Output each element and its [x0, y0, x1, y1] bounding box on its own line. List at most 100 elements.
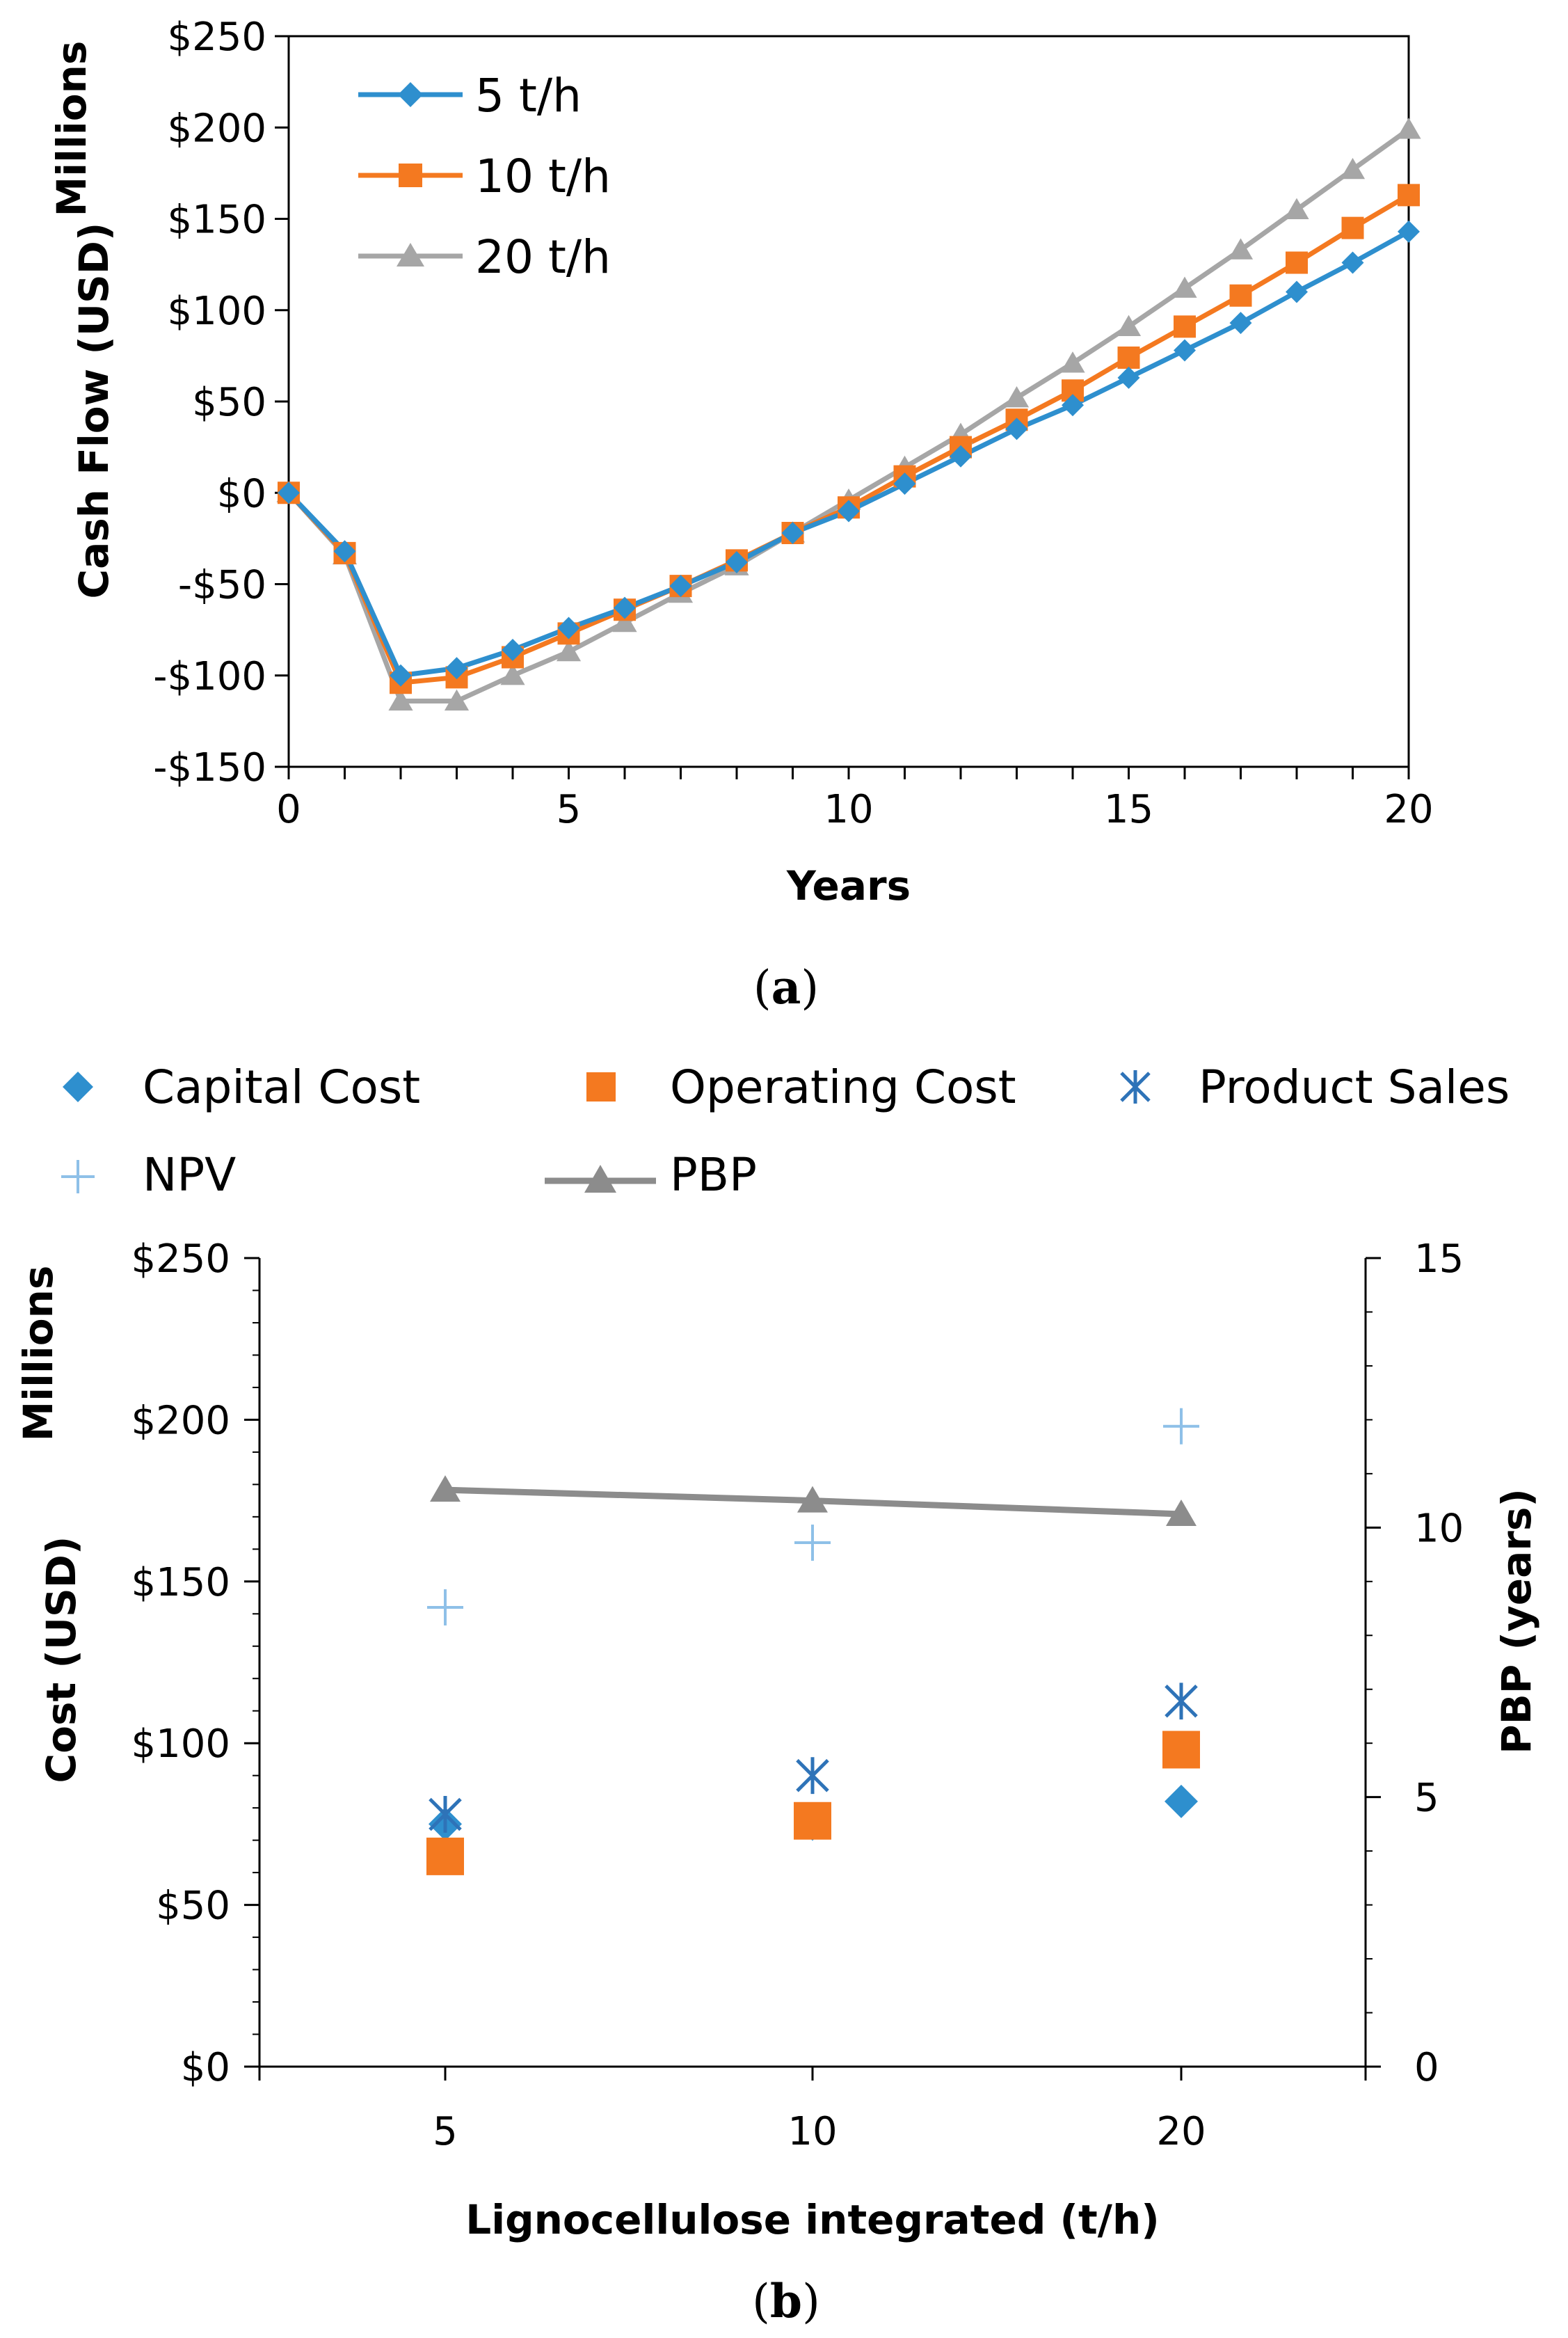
chart-a-data-point	[614, 596, 636, 619]
chart-a-y-tick-label: $200	[167, 106, 266, 151]
plus-icon	[61, 1160, 95, 1193]
chart-a-data-point	[612, 610, 637, 633]
square-icon	[586, 1072, 616, 1102]
chart-a: $250 $200 $150 $100 $50 $0 -$50 -$100 -$150 0 5 10…	[48, 15, 1434, 1015]
chart-b-right-axis-title: PBP (years)	[1493, 1488, 1540, 1754]
chart-a-data-point	[669, 575, 692, 598]
chart-b-right-tick-label: 0	[1414, 2045, 1439, 2090]
chart-a-y-tick-label: $50	[192, 380, 266, 425]
chart-a-data-point	[1174, 315, 1196, 338]
chart-b: Capital Cost Operating Cost Product Sale…	[15, 1060, 1540, 2328]
chart-b-legend-item-product-sales: Product Sales	[1120, 1060, 1510, 1114]
chart-b-npv-point	[1163, 1408, 1199, 1445]
chart-a-data-point	[1005, 418, 1028, 440]
chart-a-data-point	[1398, 220, 1420, 243]
chart-a-x-axis-title: Years	[786, 862, 911, 909]
caption-b-letter: b	[770, 2274, 802, 2328]
chart-a-data-point	[781, 522, 804, 544]
chart-a-data-point	[1341, 251, 1364, 274]
chart-a-data-point	[444, 689, 470, 711]
chart-a-series	[276, 118, 1421, 711]
chart-a-y-tick-label: $100	[167, 289, 266, 334]
chart-a-data-point	[1228, 238, 1254, 260]
legend-label-operating-cost: Operating Cost	[670, 1060, 1016, 1114]
chart-a-data-point	[557, 617, 580, 639]
chart-a-y-tick-label: $250	[167, 15, 266, 60]
chart-a-data-point	[500, 663, 525, 685]
chart-b-npv-point	[427, 1589, 463, 1625]
chart-b-caption: (b)	[752, 2274, 820, 2328]
chart-a-y-tick-label: -$150	[153, 745, 266, 790]
chart-b-x-ticks: 5 10 20	[258, 2067, 1367, 2154]
chart-a-legend: 5 t/h 10 t/h 20 t/h	[358, 69, 611, 284]
caption-a-open: (	[753, 961, 771, 1015]
chart-b-y-axis-title: Cost (USD)	[38, 1536, 85, 1783]
chart-b-product-sales-point	[1165, 1683, 1198, 1720]
chart-a-legend-item-20: 20 t/h	[358, 230, 611, 284]
chart-a-data-point	[1284, 198, 1309, 219]
chart-b-legend-item-npv: NPV	[61, 1148, 236, 1202]
chart-a-y-axis-title: Cash Flow (USD)	[70, 223, 118, 599]
chart-a-legend-item-5: 5 t/h	[358, 69, 582, 122]
chart-a-data-point	[1341, 216, 1364, 239]
diamond-icon	[63, 1072, 93, 1102]
chart-b-left-tick-label: $200	[131, 1398, 230, 1443]
chart-b-legend-item-capital-cost: Capital Cost	[63, 1060, 420, 1114]
svg-text:(b): (b)	[752, 2274, 820, 2328]
chart-a-data-point	[726, 551, 748, 573]
chart-a-data-point	[1116, 315, 1142, 336]
caption-a-close: )	[801, 961, 819, 1015]
chart-a-y-tick-label: -$50	[178, 563, 266, 608]
chart-a-y-tick-label: $150	[167, 198, 266, 243]
svg-text:(a): (a)	[753, 960, 819, 1015]
chart-a-data-point	[1060, 351, 1085, 373]
legend-label-product-sales: Product Sales	[1199, 1060, 1510, 1114]
chart-b-left-tick-label: $100	[131, 1721, 230, 1767]
caption-b-open: (	[752, 2275, 770, 2328]
chart-b-operating-cost-point	[1162, 1731, 1200, 1769]
chart-b-left-tick-label: $50	[156, 1884, 230, 1929]
chart-a-caption: (a)	[753, 960, 819, 1015]
caption-a-letter: a	[771, 960, 801, 1015]
chart-b-x-axis-title: Lignocellulose integrated (t/h)	[465, 2196, 1160, 2243]
chart-a-data-point	[556, 639, 582, 662]
chart-b-x-tick-label: 5	[433, 2109, 458, 2154]
square-icon	[399, 164, 422, 187]
chart-a-data-point	[278, 482, 300, 504]
legend-label-capital-cost: Capital Cost	[143, 1060, 420, 1114]
chart-a-data-point	[1396, 118, 1421, 139]
chart-a-data-point	[1286, 251, 1308, 274]
chart-a-x-tick-label: 5	[557, 787, 582, 832]
chart-a-data-point	[1117, 366, 1140, 389]
chart-b-right-ticks: 15 10 5 0	[1366, 1236, 1464, 2090]
chart-b-x-tick-label: 10	[787, 2109, 837, 2154]
chart-a-y-unit-label: Millions	[48, 41, 95, 217]
chart-a-data-point	[1286, 280, 1308, 303]
chart-a-y-tick-label: $0	[217, 471, 266, 516]
legend-label-pbp: PBP	[670, 1148, 757, 1202]
chart-a-data-point	[1172, 276, 1197, 298]
chart-b-capital-cost-point	[1165, 1784, 1198, 1818]
chart-a-series-line	[287, 127, 1411, 703]
chart-b-pbp-point	[1166, 1499, 1197, 1526]
chart-a-data-point	[445, 657, 468, 680]
chart-a-x-tick-label: 0	[276, 787, 301, 832]
chart-a-y-ticks: $250 $200 $150 $100 $50 $0 -$50 -$100 -$150	[153, 15, 289, 790]
legend-label-20: 20 t/h	[475, 230, 611, 284]
chart-a-data-point	[388, 689, 413, 711]
chart-a-data-point	[390, 664, 412, 687]
chart-a-data-point	[1229, 284, 1252, 307]
triangle-icon	[397, 243, 424, 267]
chart-a-x-ticks: 0 5 10 15 20	[276, 767, 1434, 832]
chart-a-data-point	[1117, 347, 1140, 369]
chart-b-npv-point	[794, 1525, 831, 1561]
chart-b-pbp-point	[430, 1475, 461, 1502]
chart-b-operating-cost-point	[794, 1802, 831, 1840]
chart-a-x-tick-label: 20	[1384, 787, 1433, 832]
chart-a-data-point	[333, 540, 356, 563]
chart-a-data-point	[1229, 312, 1252, 335]
chart-a-data-point	[502, 639, 524, 661]
chart-a-data-point	[838, 500, 860, 523]
chart-a-x-tick-label: 15	[1104, 787, 1153, 832]
